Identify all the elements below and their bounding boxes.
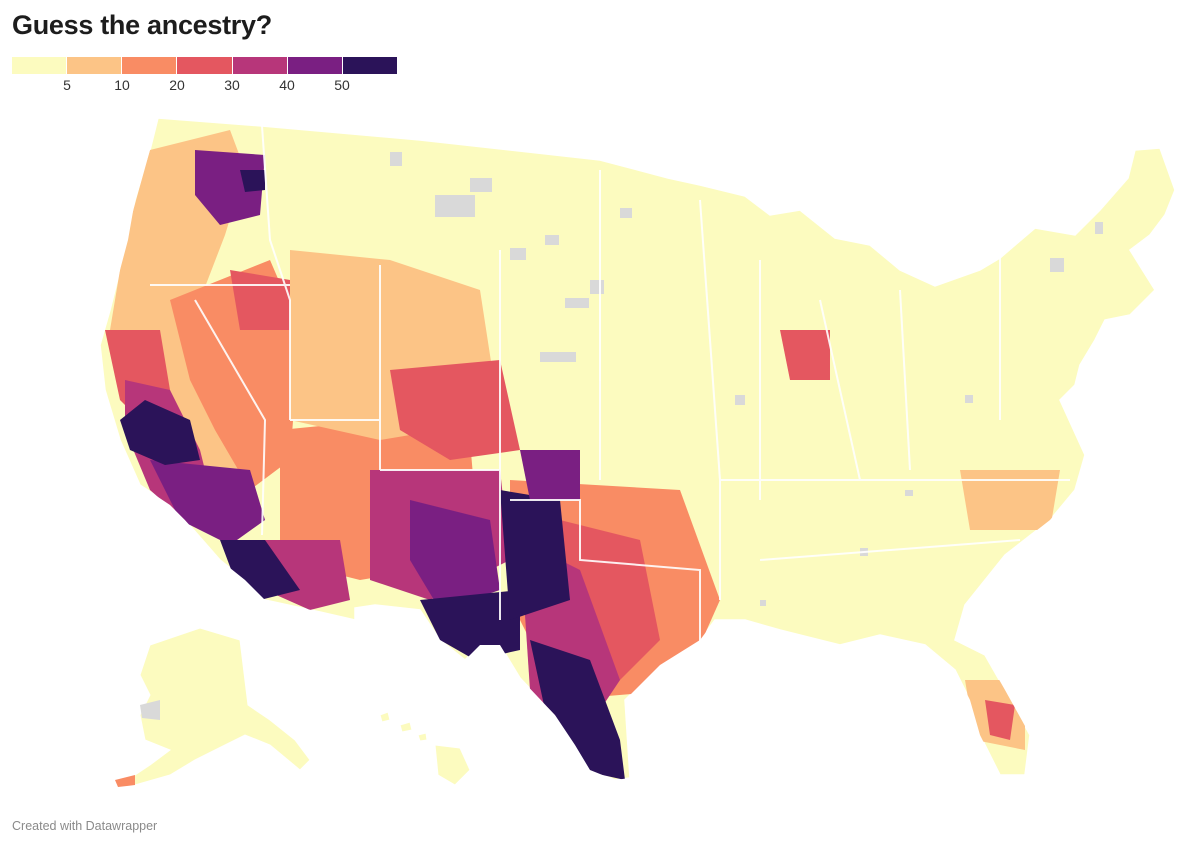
legend-swatch (177, 57, 233, 74)
legend-tick-labels: 5 10 20 30 40 50 (12, 74, 397, 94)
legend-swatch (12, 57, 68, 74)
alaska-shape (118, 627, 311, 786)
legend-swatch (232, 57, 288, 74)
no-data-county (675, 165, 685, 177)
no-data-county (735, 395, 745, 405)
region-west-texas-darkest (420, 590, 520, 660)
chart-title: Guess the ancestry? (12, 10, 272, 40)
legend-tick-label: 20 (169, 77, 185, 93)
region-socal-darkest (120, 400, 200, 465)
no-data-county (1095, 222, 1103, 234)
legend-color-bar (12, 57, 397, 74)
legend-tick-label: 5 (63, 77, 71, 93)
no-data-county (1050, 258, 1064, 272)
legend-swatch (287, 57, 343, 74)
region-kansas-purple (520, 450, 580, 500)
color-legend: 5 10 20 30 40 50 (12, 57, 397, 97)
region-chicago-red (780, 330, 830, 380)
legend-swatch (122, 57, 178, 74)
legend-tick-label: 40 (279, 77, 295, 93)
no-data-county (390, 152, 402, 166)
no-data-county (470, 178, 492, 192)
us-county-choropleth-map[interactable] (0, 100, 1200, 800)
region-new-mexico-dark-purple (410, 500, 500, 610)
no-data-county (590, 280, 604, 294)
no-data-county (435, 195, 475, 217)
attribution-footer: Created with Datawrapper (12, 819, 158, 833)
county-color-regions (105, 130, 1060, 780)
region-florida-red (985, 700, 1015, 740)
region-oregon-red (230, 270, 290, 330)
legend-tick-label: 30 (224, 77, 240, 93)
no-data-county (545, 235, 559, 245)
alaska-no-data-patch (140, 700, 160, 720)
alaska (115, 627, 311, 787)
no-data-county (540, 352, 576, 362)
state-borders (150, 125, 1070, 660)
legend-tick-label: 50 (334, 77, 350, 93)
region-idaho-purple (195, 150, 265, 225)
no-data-county (760, 600, 766, 606)
region-socal-dark-purple (150, 460, 265, 545)
region-idaho-darkest (240, 170, 265, 192)
no-data-county (510, 248, 526, 260)
no-data-county (905, 490, 913, 496)
legend-swatch (342, 57, 397, 74)
no-data-county (620, 208, 632, 218)
no-data-county (565, 298, 589, 308)
legend-tick-label: 10 (114, 77, 130, 93)
region-south-texas-darkest (530, 640, 625, 780)
region-panhandle-darkest (500, 490, 570, 620)
legend-swatch (67, 57, 123, 74)
alaska-orange-patch (115, 775, 135, 787)
region-colorado-red (390, 360, 520, 460)
region-north-carolina-orange (960, 470, 1060, 530)
no-data-county (965, 395, 973, 403)
hawaii (379, 711, 471, 786)
region-arizona-border-darkest (220, 540, 300, 600)
